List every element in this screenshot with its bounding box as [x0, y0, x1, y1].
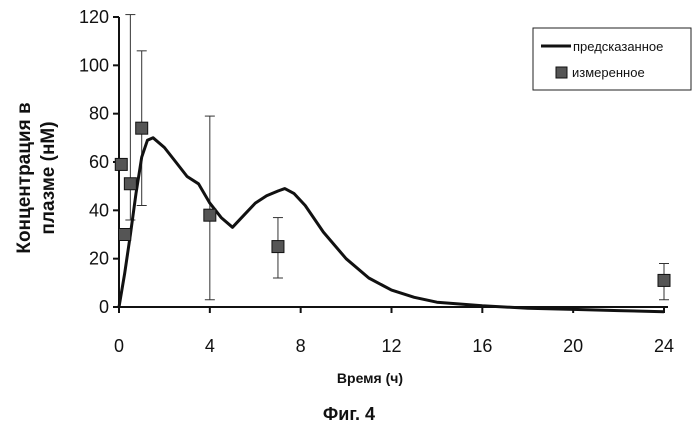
legend-marker-swatch — [555, 66, 568, 79]
y-tick-label: 0 — [99, 297, 109, 317]
x-tick-label: 20 — [563, 336, 583, 356]
legend-label-predicted: предсказанное — [573, 39, 663, 54]
y-tick-label: 100 — [79, 55, 109, 75]
y-axis-title-line1: Концентрация в — [14, 102, 35, 253]
measured-markers — [114, 121, 671, 287]
measured-point — [271, 240, 285, 254]
y-tick-label: 80 — [89, 104, 109, 124]
x-axis-title: Время (ч) — [337, 370, 403, 386]
measured-point — [657, 273, 671, 287]
y-tick-label: 40 — [89, 200, 109, 220]
series-line-predicted — [117, 136, 665, 314]
measured-point — [135, 121, 149, 135]
y-axis-title-line2: плазме (нМ) — [38, 121, 59, 234]
y-tick-label: 60 — [89, 152, 109, 172]
measured-point — [118, 228, 132, 241]
x-tick-label: 0 — [114, 336, 124, 356]
figure-caption: Фиг. 4 — [323, 404, 375, 424]
x-tick-label: 4 — [205, 336, 215, 356]
y-tick-label: 20 — [89, 249, 109, 269]
legend: предсказанное измеренное — [532, 27, 692, 91]
y-axis-title: Концентрация в плазме (нМ) — [14, 102, 59, 253]
measured-point — [123, 177, 137, 191]
legend-label-measured: измеренное — [572, 65, 645, 80]
x-tick-label: 24 — [654, 336, 674, 356]
legend-box — [532, 27, 692, 91]
x-tick-label: 12 — [381, 336, 401, 356]
y-tick-label: 120 — [79, 7, 109, 27]
x-ticks: 0 4 8 12 16 20 24 — [114, 307, 674, 356]
measured-point — [114, 157, 128, 171]
x-tick-label: 8 — [296, 336, 306, 356]
x-tick-label: 16 — [472, 336, 492, 356]
y-ticks: 0 20 40 60 80 100 120 — [79, 7, 119, 317]
measured-point — [203, 208, 217, 222]
